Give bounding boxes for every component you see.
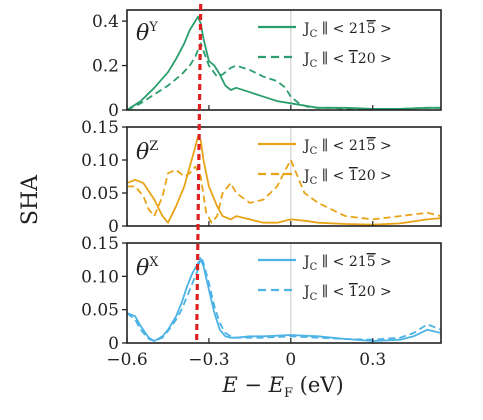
panel-theta-x: θX 0 0.05 0.10 0.15 — [81, 234, 442, 354]
legend-entry-2: JC ∥ < 120 > — [258, 168, 392, 187]
panel-label: θZ — [136, 139, 158, 165]
series-line-dashed — [127, 159, 442, 224]
legend-theta-y: JC ∥ < 215 > JC ∥ < 120 > — [258, 21, 392, 70]
y-tick-label: 0.4 — [92, 12, 119, 32]
legend-entry-2: JC ∥ < 120 > — [258, 284, 392, 303]
panel-theta-y: θY 0 0.2 0.4 — [92, 9, 442, 121]
panel-frame — [126, 242, 442, 344]
series-line-dashed — [126, 255, 442, 342]
legend-label: JC ∥ < 120 > — [302, 51, 392, 70]
x-tick-label: −0.6 — [106, 350, 147, 370]
legend-label: JC ∥ < 215 > — [302, 138, 392, 157]
panel-frame — [126, 126, 442, 227]
series-line-solid — [126, 135, 442, 226]
y-axis-label: SHA — [18, 174, 43, 225]
y-tick-label: 0 — [108, 101, 119, 121]
x-tick-label: −0.3 — [188, 350, 229, 370]
legend-label: JC ∥ < 120 > — [302, 168, 392, 187]
y-tick-label: 0 — [108, 334, 119, 354]
panel-plot-area — [126, 127, 442, 226]
panel-label: θY — [136, 20, 158, 46]
y-tick-label: 0.10 — [81, 267, 119, 287]
panel-plot-area — [126, 10, 441, 111]
y-tick-label: 0.10 — [81, 151, 119, 171]
legend-label: JC ∥ < 215 > — [302, 254, 392, 273]
x-tick-label: 0.3 — [359, 350, 386, 370]
legend-theta-z: JC ∥ < 215 > JC ∥ < 120 > — [258, 138, 392, 187]
y-tick-label: 0.15 — [81, 234, 119, 254]
legend-label: JC ∥ < 120 > — [302, 284, 392, 303]
x-tick-labels: −0.6 −0.3 0 0.3 — [106, 350, 386, 370]
series-line-dashed — [126, 42, 441, 111]
x-axis-label: E − EF (eV) — [221, 373, 343, 401]
series-line-solid — [126, 15, 441, 111]
panel-plot-area — [126, 243, 442, 343]
series-line-solid — [126, 258, 442, 342]
x-tick-label: 0 — [285, 350, 296, 370]
y-tick-label: 0.15 — [81, 118, 119, 138]
reference-marker-line — [195, 3, 203, 344]
legend-entry-1: JC ∥ < 215 > — [258, 254, 392, 273]
panel-label: θX — [136, 255, 159, 281]
panel-frame — [126, 9, 442, 111]
y-tick-label: 0 — [108, 217, 119, 237]
y-tick-label: 0.05 — [81, 184, 119, 204]
y-tick-label: 0.05 — [81, 301, 119, 321]
legend-entry-1: JC ∥ < 215 > — [258, 21, 392, 40]
legend-theta-x: JC ∥ < 215 > JC ∥ < 120 > — [258, 254, 392, 303]
panel-theta-z: θZ 0 0.05 0.10 0.15 — [81, 118, 442, 237]
y-tick-label: 0.2 — [92, 57, 119, 77]
legend-label: JC ∥ < 215 > — [302, 21, 392, 40]
legend-entry-2: JC ∥ < 120 > — [258, 51, 392, 70]
legend-entry-1: JC ∥ < 215 > — [258, 138, 392, 157]
